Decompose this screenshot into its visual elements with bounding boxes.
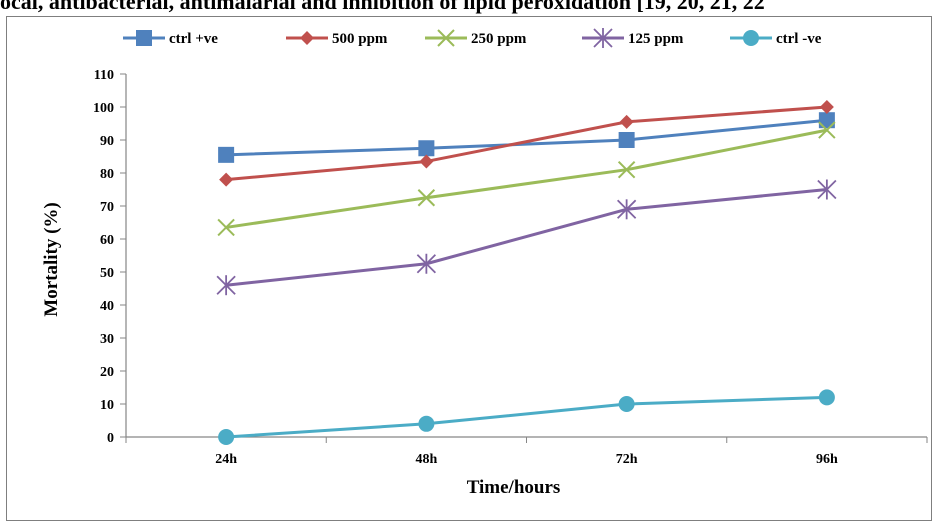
data-point xyxy=(616,199,637,220)
data-point xyxy=(417,189,436,207)
x-tick-label: 96h xyxy=(816,452,838,467)
caption-fragment: ocal, antibacterial, antimalarial and in… xyxy=(0,0,765,14)
legend-marker xyxy=(136,30,152,46)
y-tick-label: 70 xyxy=(100,200,114,215)
data-point xyxy=(418,415,435,432)
series-line xyxy=(225,105,827,182)
series-3 xyxy=(216,179,837,296)
legend-marker xyxy=(437,29,455,47)
x-tick-label: 24h xyxy=(215,452,237,467)
series-1 xyxy=(219,100,834,187)
data-point xyxy=(817,179,837,200)
data-point xyxy=(218,429,235,445)
legend-marker xyxy=(743,30,759,46)
y-tick-label: 60 xyxy=(100,233,114,248)
y-tick-label: 100 xyxy=(93,101,114,116)
legend-item: 500 ppm xyxy=(286,31,388,47)
legend-label: ctrl +ve xyxy=(169,31,218,47)
y-tick-label: 40 xyxy=(100,299,114,314)
legend-marker xyxy=(300,31,314,45)
data-point xyxy=(818,112,835,129)
data-point xyxy=(617,160,636,179)
series-lines xyxy=(216,100,837,445)
line-chart: ctrl +ve 500 ppm 250 ppm 125 ppm ctrl -ve 0 1… xyxy=(41,28,928,498)
data-point xyxy=(819,100,834,114)
x-tick-label: 72h xyxy=(616,452,638,467)
legend-item: 250 ppm xyxy=(425,29,527,47)
series-line xyxy=(226,118,828,157)
legend-label: ctrl -ve xyxy=(776,31,822,47)
data-point xyxy=(618,132,635,148)
y-tick-label: 80 xyxy=(100,167,114,182)
data-point xyxy=(418,140,435,157)
legend-item: ctrl +ve xyxy=(123,30,218,47)
data-point xyxy=(618,396,635,412)
x-axis-title: Time/hours xyxy=(467,477,561,498)
y-tick-label: 90 xyxy=(100,134,114,149)
legend-item: ctrl -ve xyxy=(730,30,822,47)
data-point xyxy=(219,172,234,187)
y-tick-label: 50 xyxy=(100,266,114,281)
y-axis-title: Mortality (%) xyxy=(41,202,62,316)
y-tick-label: 30 xyxy=(100,332,114,347)
series-4 xyxy=(218,389,835,445)
data-point xyxy=(419,154,434,169)
legend-marker xyxy=(593,28,613,48)
axes: 0 10 20 30 40 50 60 70 80 90 100 110 24h 48h 72h 96h xyxy=(93,68,928,467)
series-line xyxy=(226,395,827,439)
chart-area: ctrl +ve 500 ppm 250 ppm 125 ppm ctrl -ve 0 1… xyxy=(6,16,932,521)
legend-label: 125 ppm xyxy=(628,31,684,47)
legend-label: 250 ppm xyxy=(471,31,527,47)
y-tick-label: 10 xyxy=(100,398,114,413)
legend-label: 500 ppm xyxy=(332,31,388,47)
series-line xyxy=(225,188,828,287)
y-tick-label: 110 xyxy=(94,68,114,83)
y-tick-label: 0 xyxy=(107,431,114,446)
data-point xyxy=(818,121,836,139)
data-point xyxy=(218,146,235,163)
data-point xyxy=(818,389,835,406)
data-point xyxy=(216,275,236,296)
x-tick-label: 48h xyxy=(415,452,437,467)
data-point xyxy=(217,218,235,237)
series-2 xyxy=(217,121,836,237)
y-tick-label: 20 xyxy=(100,365,114,380)
legend: ctrl +ve 500 ppm 250 ppm 125 ppm ctrl -ve xyxy=(123,28,822,48)
data-point xyxy=(619,114,634,129)
legend-item: 125 ppm xyxy=(582,28,684,48)
data-point xyxy=(416,253,437,274)
series-0 xyxy=(218,112,835,163)
series-line xyxy=(225,128,828,229)
